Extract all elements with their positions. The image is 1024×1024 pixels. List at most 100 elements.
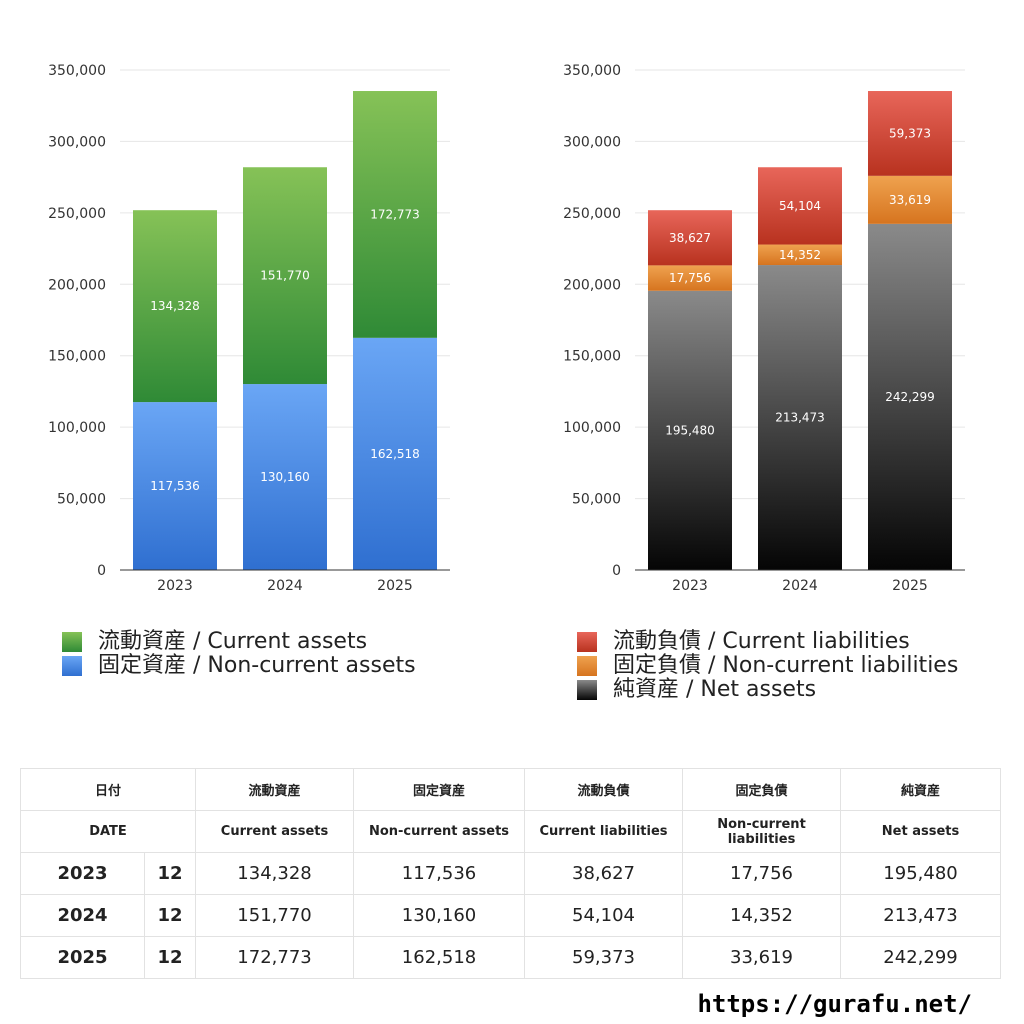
cell-net-assets: 213,473 bbox=[840, 894, 1002, 937]
x-tick-label: 2025 bbox=[377, 578, 413, 594]
y-tick-label: 150,000 bbox=[563, 349, 621, 365]
y-tick-label: 200,000 bbox=[563, 277, 621, 293]
y-tick-label: 50,000 bbox=[57, 492, 106, 508]
row-month: 12 bbox=[143, 936, 197, 979]
data-label: 54,104 bbox=[779, 199, 821, 213]
data-label: 134,328 bbox=[150, 299, 200, 313]
data-label: 130,160 bbox=[260, 470, 310, 484]
cell-current-liabilities: 59,373 bbox=[524, 936, 684, 979]
row-year: 2025 bbox=[20, 936, 145, 979]
legend-label: 純資産 / Net assets bbox=[613, 677, 817, 702]
table-header-jp: 日付 流動資産 固定資産 流動負債 固定負債 純資産 bbox=[19, 768, 1002, 811]
y-tick-label: 100,000 bbox=[48, 420, 106, 436]
y-tick-label: 50,000 bbox=[572, 492, 621, 508]
row-month: 12 bbox=[143, 894, 197, 937]
cell-current-assets: 151,770 bbox=[195, 894, 355, 937]
cell-current-liabilities: 54,104 bbox=[524, 894, 684, 937]
bar-segment bbox=[353, 91, 437, 338]
bar-segment bbox=[758, 265, 842, 570]
data-label: 162,518 bbox=[370, 447, 420, 461]
x-tick-label: 2023 bbox=[672, 578, 708, 594]
cell-net-assets: 195,480 bbox=[840, 852, 1002, 895]
legend-swatch bbox=[577, 680, 597, 700]
data-label: 172,773 bbox=[370, 207, 420, 221]
cell-non-current-assets: 130,160 bbox=[353, 894, 526, 937]
data-label: 14,352 bbox=[779, 248, 821, 262]
legend-swatch bbox=[62, 632, 82, 652]
header-net-assets-en: Net assets bbox=[840, 810, 1002, 853]
header-non-current-assets-jp: 固定資産 bbox=[353, 768, 526, 811]
cell-non-current-liabilities: 14,352 bbox=[682, 894, 842, 937]
header-date-jp: 日付 bbox=[19, 768, 197, 811]
header-current-assets-en: Current assets bbox=[195, 810, 355, 853]
bar-segment bbox=[243, 384, 327, 570]
y-tick-label: 100,000 bbox=[563, 420, 621, 436]
row-month: 12 bbox=[143, 852, 197, 895]
header-current-assets-jp: 流動資産 bbox=[195, 768, 355, 811]
data-label: 38,627 bbox=[669, 231, 711, 245]
footer-url[interactable]: https://gurafu.net/ bbox=[697, 990, 972, 1018]
bar-segment bbox=[133, 210, 217, 403]
table-row: 2025 12 172,773 162,518 59,373 33,619 24… bbox=[20, 936, 1002, 979]
row-year: 2023 bbox=[20, 852, 145, 895]
y-tick-label: 300,000 bbox=[48, 134, 106, 150]
cell-non-current-liabilities: 33,619 bbox=[682, 936, 842, 979]
legend-label: 固定資産 / Non-current assets bbox=[98, 653, 416, 678]
legend-item-current-assets: 流動資産 / Current assets bbox=[62, 630, 416, 654]
data-label: 59,373 bbox=[889, 126, 931, 140]
legend-item-non-current-liabilities: 固定負債 / Non-current liabilities bbox=[577, 654, 958, 678]
header-current-liabilities-en: Current liabilities bbox=[524, 810, 684, 853]
assets-chart: 0 50,000 100,000 150,000 200,000 250,000 300,0… bbox=[48, 63, 450, 594]
legend-swatch bbox=[577, 656, 597, 676]
x-tick-label: 2023 bbox=[157, 578, 193, 594]
legend-label: 流動負債 / Current liabilities bbox=[613, 629, 910, 654]
bar-segment bbox=[648, 210, 732, 266]
header-non-current-liabilities-jp: 固定負債 bbox=[682, 768, 842, 811]
y-tick-label: 150,000 bbox=[48, 349, 106, 365]
data-label: 33,619 bbox=[889, 193, 931, 207]
legend-label: 固定負債 / Non-current liabilities bbox=[613, 653, 959, 678]
y-tick-label: 250,000 bbox=[48, 206, 106, 222]
cell-current-liabilities: 38,627 bbox=[524, 852, 684, 895]
bar-segment bbox=[758, 167, 842, 245]
bar-segment bbox=[353, 337, 437, 570]
liabilities-chart: 0 50,000 100,000 150,000 200,000 250,000 300,0… bbox=[563, 63, 965, 594]
row-year: 2024 bbox=[20, 894, 145, 937]
y-tick-label: 250,000 bbox=[563, 206, 621, 222]
x-tick-label: 2025 bbox=[892, 578, 928, 594]
bar-segment bbox=[758, 244, 842, 266]
x-tick-label: 2024 bbox=[782, 578, 818, 594]
bar-segment bbox=[133, 402, 217, 570]
header-non-current-assets-en: Non-current assets bbox=[353, 810, 526, 853]
data-label: 242,299 bbox=[885, 390, 935, 404]
data-label: 195,480 bbox=[665, 423, 715, 437]
header-non-current-liabilities-en: Non-current liabilities bbox=[682, 810, 842, 853]
data-label: 151,770 bbox=[260, 269, 310, 283]
legend-item-non-current-assets: 固定資産 / Non-current assets bbox=[62, 654, 416, 678]
header-current-liabilities-jp: 流動負債 bbox=[524, 768, 684, 811]
assets-legend: 流動資産 / Current assets 固定資産 / Non-current… bbox=[62, 630, 416, 678]
bar-segment bbox=[243, 167, 327, 385]
table-row: 2024 12 151,770 130,160 54,104 14,352 21… bbox=[20, 894, 1002, 937]
bar-segment bbox=[648, 290, 732, 570]
y-tick-label: 300,000 bbox=[563, 134, 621, 150]
table-header-en: DATE Current assets Non-current assets C… bbox=[19, 810, 1002, 853]
bar-segment bbox=[648, 265, 732, 291]
y-tick-label: 350,000 bbox=[48, 63, 106, 79]
x-tick-label: 2024 bbox=[267, 578, 303, 594]
data-label: 17,756 bbox=[669, 271, 711, 285]
legend-item-net-assets: 純資産 / Net assets bbox=[577, 678, 958, 702]
y-tick-label: 0 bbox=[97, 563, 106, 579]
cell-non-current-assets: 162,518 bbox=[353, 936, 526, 979]
liabilities-legend: 流動負債 / Current liabilities 固定負債 / Non-cu… bbox=[577, 630, 958, 702]
y-tick-label: 200,000 bbox=[48, 277, 106, 293]
data-label: 213,473 bbox=[775, 411, 825, 425]
header-net-assets-jp: 純資産 bbox=[840, 768, 1002, 811]
header-date-en: DATE bbox=[19, 810, 197, 853]
data-label: 117,536 bbox=[150, 479, 200, 493]
bar-segment bbox=[868, 223, 952, 570]
bar-segment bbox=[868, 175, 952, 224]
y-tick-label: 350,000 bbox=[563, 63, 621, 79]
legend-swatch bbox=[577, 632, 597, 652]
legend-item-current-liabilities: 流動負債 / Current liabilities bbox=[577, 630, 958, 654]
